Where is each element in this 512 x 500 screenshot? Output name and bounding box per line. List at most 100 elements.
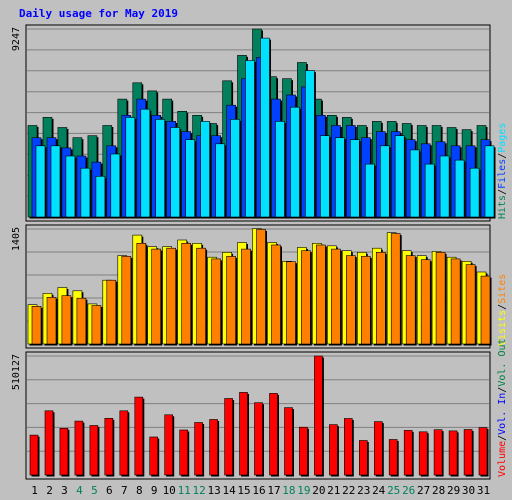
bar-sites-day-29 — [450, 258, 461, 345]
legend-entry: / — [497, 435, 508, 441]
legend-entry: Hits — [497, 195, 508, 219]
day-label-6: 6 — [106, 484, 113, 497]
bar-sites-day-5 — [91, 305, 102, 345]
bar-volume-day-19 — [299, 426, 308, 476]
day-label-29: 29 — [447, 484, 460, 497]
bar-sites-day-18 — [286, 261, 296, 345]
bar-pages-day-21 — [335, 137, 345, 218]
legend-entry: Files — [497, 159, 508, 189]
bar-sites-day-24 — [375, 252, 386, 345]
bar-volume-day-21 — [329, 424, 338, 476]
legend-entry: Sites — [497, 274, 508, 304]
bar-volume-day-14 — [224, 398, 233, 476]
bar-sites-day-21 — [331, 248, 341, 345]
bar-sites-day-26 — [405, 255, 416, 345]
day-label-19: 19 — [297, 484, 310, 497]
day-label-31: 31 — [477, 484, 490, 497]
bar-pages-day-22 — [349, 139, 360, 218]
day-label-25: 25 — [387, 484, 400, 497]
bar-sites-day-25 — [390, 233, 401, 345]
legend-entry: Volume — [497, 441, 508, 477]
legend-entry: Vol. Out — [497, 338, 508, 386]
bar-pages-day-10 — [170, 127, 180, 218]
day-label-1: 1 — [31, 484, 38, 497]
day-label-9: 9 — [151, 484, 158, 497]
legend-entry: Vol. In — [497, 393, 508, 435]
bar-volume-day-6 — [104, 417, 114, 476]
day-label-26: 26 — [402, 484, 415, 497]
bar-sites-day-22 — [345, 255, 356, 345]
bar-sites-day-2 — [46, 296, 57, 345]
bar-volume-day-31 — [478, 427, 488, 476]
bar-sites-day-13 — [211, 258, 221, 345]
bar-pages-day-24 — [379, 145, 390, 218]
day-label-8: 8 — [136, 484, 143, 497]
bar-pages-day-27 — [424, 163, 435, 218]
bar-sites-day-30 — [465, 264, 476, 345]
bar-sites-day-16 — [256, 229, 266, 345]
bar-pages-day-7 — [125, 117, 136, 218]
y-max-label: 1405 — [11, 227, 22, 251]
bar-pages-day-14 — [230, 119, 240, 218]
bar-volume-day-5 — [89, 425, 99, 476]
bar-volume-day-13 — [209, 419, 218, 476]
bar-pages-day-30 — [469, 167, 480, 218]
bar-sites-day-1 — [31, 305, 42, 345]
day-label-11: 11 — [178, 484, 191, 497]
bar-pages-day-5 — [95, 176, 106, 218]
bar-pages-day-9 — [155, 119, 165, 218]
bar-pages-day-23 — [364, 163, 375, 218]
bar-sites-day-10 — [166, 247, 176, 345]
bar-pages-day-15 — [245, 60, 255, 218]
legend-entry: / — [497, 189, 508, 195]
bar-volume-day-15 — [239, 392, 248, 476]
day-label-15: 15 — [237, 484, 250, 497]
legend-entry: / — [497, 304, 508, 310]
bar-volume-day-12 — [194, 422, 203, 476]
bar-volume-day-8 — [134, 396, 144, 476]
legend-entry: / — [497, 153, 508, 159]
day-label-23: 23 — [357, 484, 370, 497]
legend-entry: / — [497, 387, 508, 393]
bar-volume-day-7 — [119, 410, 129, 476]
bar-pages-day-2 — [50, 145, 61, 218]
bar-sites-day-9 — [151, 248, 161, 345]
bar-pages-day-1 — [35, 145, 46, 218]
day-labels: 1 2 3 4 5 6 7 8 9 10 11 12 13 14 15 16 17 18 19 20 21 22 23 24 2… — [31, 484, 490, 497]
bar-sites-day-27 — [420, 259, 431, 345]
bar-sites-day-19 — [301, 250, 311, 345]
bar-pages-day-8 — [140, 108, 151, 218]
day-label-12: 12 — [192, 484, 205, 497]
day-label-24: 24 — [372, 484, 386, 497]
bar-pages-day-3 — [65, 155, 76, 218]
day-label-7: 7 — [121, 484, 128, 497]
day-label-17: 17 — [267, 484, 280, 497]
bar-pages-day-26 — [409, 149, 420, 218]
bar-volume-day-11 — [179, 429, 188, 476]
bar-volume-day-4 — [74, 420, 84, 476]
bar-volume-day-27 — [418, 431, 428, 476]
legend-entry: Visits — [497, 310, 508, 346]
bar-volume-day-18 — [284, 407, 293, 476]
bar-sites-day-20 — [316, 244, 326, 345]
day-label-16: 16 — [252, 484, 265, 497]
chart-panels: 9247Hits/Files/Pages1405Visits/Sites5101… — [11, 24, 508, 480]
panel-legend: Hits/Files/Pages — [497, 123, 508, 219]
day-label-13: 13 — [207, 484, 220, 497]
bar-sites-day-4 — [76, 297, 87, 345]
bar-pages-day-25 — [394, 135, 405, 218]
panel-legend: Visits/Sites — [497, 274, 508, 346]
y-max-label: 510127 — [11, 354, 22, 390]
bar-volume-day-29 — [448, 430, 458, 476]
bar-volume-day-3 — [59, 427, 69, 476]
bar-volume-day-24 — [373, 421, 383, 476]
bar-sites-day-23 — [360, 256, 371, 345]
day-label-14: 14 — [222, 484, 236, 497]
bar-sites-day-8 — [136, 243, 147, 345]
day-label-4: 4 — [76, 484, 83, 497]
day-label-5: 5 — [91, 484, 98, 497]
